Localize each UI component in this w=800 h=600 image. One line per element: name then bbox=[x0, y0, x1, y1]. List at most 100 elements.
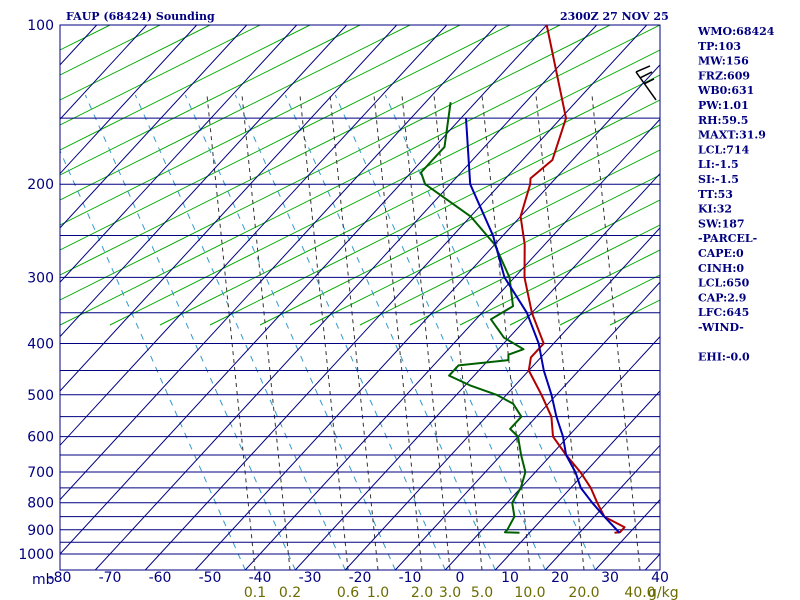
dry-adiabat bbox=[459, 224, 660, 326]
index-value: LFC:645 bbox=[698, 306, 749, 319]
moist-adiabat bbox=[84, 94, 296, 570]
temperature-tick-label: -60 bbox=[149, 570, 172, 586]
index-value: CAPE:0 bbox=[698, 247, 744, 260]
wind-barb-flag bbox=[643, 78, 655, 85]
index-value: SI:-1.5 bbox=[698, 173, 739, 186]
pressure-tick-labels: 100 200 300 400 500 600 700 800 900 1000 bbox=[18, 18, 54, 563]
temperature-tick-label: 10 bbox=[501, 570, 519, 586]
index-value: KI:32 bbox=[698, 203, 732, 216]
index-value: LI:-1.5 bbox=[698, 158, 739, 171]
isotherm bbox=[444, 335, 660, 570]
isotherm bbox=[60, 25, 298, 283]
isotherm bbox=[60, 25, 248, 229]
temperature-tick-label: -40 bbox=[249, 570, 272, 586]
mixing-ratio-label: 20.0 bbox=[568, 585, 599, 600]
moist-adiabat-lines bbox=[60, 94, 641, 570]
isotherm bbox=[194, 64, 660, 570]
index-value: PW:1.01 bbox=[698, 99, 749, 112]
pressure-tick-label: 200 bbox=[27, 177, 54, 193]
pressure-tick-label: 900 bbox=[27, 523, 54, 539]
index-value: CINH:0 bbox=[698, 262, 744, 275]
index-value: WB0:631 bbox=[697, 84, 754, 97]
dry-adiabat bbox=[109, 49, 660, 326]
pressure-tick-label: 100 bbox=[27, 18, 54, 34]
pressure-tick-label: 500 bbox=[27, 388, 54, 404]
pressure-tick-label: 300 bbox=[27, 270, 54, 286]
temperature-tick-label: -10 bbox=[399, 570, 422, 586]
station-title: FAUP (68424) Sounding bbox=[66, 10, 215, 23]
mixing-ratio-label: 5.0 bbox=[471, 585, 493, 600]
mixing-ratio-label: 10.0 bbox=[514, 585, 545, 600]
index-value: MW:156 bbox=[698, 55, 749, 68]
pressure-tick-label: 400 bbox=[27, 336, 54, 352]
index-value: SW:187 bbox=[698, 217, 745, 230]
moist-adiabat bbox=[60, 149, 246, 570]
dry-adiabat bbox=[409, 199, 660, 326]
temperature-tick-label: -30 bbox=[299, 570, 322, 586]
moist-adiabat bbox=[184, 94, 396, 570]
temperature-tick-label: -20 bbox=[349, 570, 372, 586]
isotherm bbox=[60, 25, 198, 175]
index-value: FRZ:609 bbox=[698, 69, 750, 82]
dry-adiabat bbox=[60, 25, 311, 151]
temperature-trace bbox=[519, 25, 626, 534]
pressure-unit-label: mb bbox=[32, 572, 55, 588]
isotherm bbox=[60, 25, 498, 501]
temperature-tick-labels: -80 -70 -60 -50 -40 -30 -20 -10 0 10 20 30 40 bbox=[49, 570, 669, 586]
sounding-time: 2300Z 27 NOV 25 bbox=[560, 10, 669, 23]
index-value: -PARCEL- bbox=[698, 232, 757, 245]
isotherm bbox=[544, 444, 660, 570]
isotherm bbox=[60, 25, 348, 338]
isotherm bbox=[60, 25, 448, 447]
pressure-tick-label: 700 bbox=[27, 465, 54, 481]
moist-adiabat bbox=[134, 94, 346, 570]
dry-adiabat bbox=[60, 25, 361, 176]
index-value: RH:59.5 bbox=[698, 114, 748, 127]
dry-adiabat bbox=[60, 25, 511, 251]
dry-adiabat bbox=[60, 25, 611, 301]
index-value: TP:103 bbox=[698, 40, 741, 53]
dry-adiabat bbox=[359, 174, 660, 326]
index-value: MAXT:31.9 bbox=[698, 129, 766, 142]
isotherm bbox=[344, 227, 660, 570]
index-value: CAP:2.9 bbox=[698, 291, 746, 304]
mixing-ratio-label: 3.0 bbox=[439, 585, 461, 600]
temperature-tick-label: 0 bbox=[456, 570, 465, 586]
parcel-trace bbox=[465, 118, 621, 534]
dry-adiabat bbox=[60, 25, 461, 226]
index-value: TT:53 bbox=[698, 188, 733, 201]
moist-adiabat bbox=[284, 94, 496, 570]
isotherm bbox=[60, 25, 148, 120]
dry-adiabat bbox=[309, 149, 660, 326]
pressure-tick-label: 800 bbox=[27, 496, 54, 512]
isotherm bbox=[244, 118, 660, 570]
temperature-tick-label: 30 bbox=[601, 570, 619, 586]
mixing-ratio-label: 0.1 bbox=[244, 585, 266, 600]
dry-adiabat bbox=[60, 25, 261, 126]
wind-barb-staff bbox=[635, 71, 657, 101]
mixing-ratio-unit-label: g/kg bbox=[648, 585, 679, 600]
plot-border bbox=[59, 24, 661, 571]
moist-adiabat bbox=[334, 94, 546, 570]
isotherm bbox=[394, 281, 660, 570]
mixing-ratio-labels: 0.1 0.2 0.6 1.0 2.0 3.0 5.0 10.0 20.0 40.0 bbox=[244, 585, 656, 600]
index-value: LCL:650 bbox=[698, 277, 750, 290]
wind-barb-flag bbox=[635, 65, 651, 73]
pressure-tick-label: 600 bbox=[27, 430, 54, 446]
dry-adiabat bbox=[60, 25, 660, 326]
moist-adiabat bbox=[384, 94, 596, 570]
mixing-ratio-label: 40.0 bbox=[624, 585, 655, 600]
pressure-tick-label: 1000 bbox=[18, 547, 54, 563]
index-value: EHI:-0.0 bbox=[698, 351, 750, 364]
sounding-traces bbox=[420, 25, 626, 534]
isotherm bbox=[144, 25, 648, 570]
isotherm bbox=[94, 25, 598, 570]
dry-adiabat bbox=[60, 25, 211, 101]
temperature-tick-label: -80 bbox=[49, 570, 72, 586]
isotherm bbox=[60, 25, 398, 392]
wind-barb bbox=[635, 65, 657, 101]
dry-adiabat bbox=[209, 99, 660, 326]
moist-adiabat bbox=[234, 94, 446, 570]
index-value: LCL:714 bbox=[698, 143, 750, 156]
